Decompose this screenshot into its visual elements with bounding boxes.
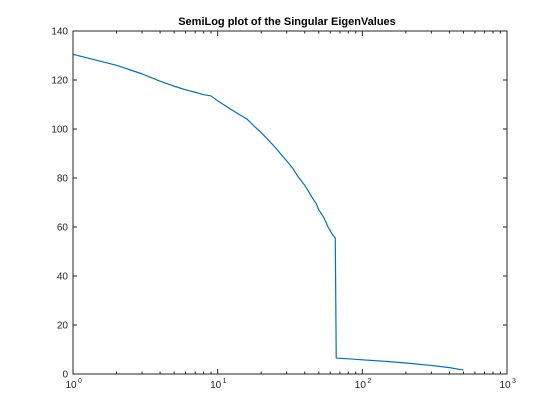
y-tick-label: 40 (57, 272, 69, 283)
y-tick-label: 20 (57, 321, 69, 332)
x-tick-exponent: 0 (78, 378, 82, 385)
y-tick-label: 60 (57, 223, 69, 234)
x-tick-label: 10 (210, 380, 222, 391)
chart-title: SemiLog plot of the Singular EigenValues (178, 16, 396, 28)
x-tick-label: 10 (65, 380, 77, 391)
y-tick-label: 100 (51, 125, 68, 136)
x-tick-exponent: 3 (512, 378, 516, 385)
y-tick-label: 80 (57, 174, 69, 185)
y-tick-label: 0 (62, 370, 68, 381)
y-tick-label: 140 (51, 27, 68, 38)
x-tick-label: 10 (355, 380, 367, 391)
x-tick-exponent: 1 (223, 378, 227, 385)
x-tick-label: 10 (499, 380, 511, 391)
plot-box (72, 30, 508, 375)
series-line (72, 53, 464, 371)
y-tick-label: 120 (51, 76, 68, 87)
series-layer (72, 53, 464, 371)
plot-area (73, 31, 507, 374)
x-tick-exponent: 2 (367, 378, 371, 385)
